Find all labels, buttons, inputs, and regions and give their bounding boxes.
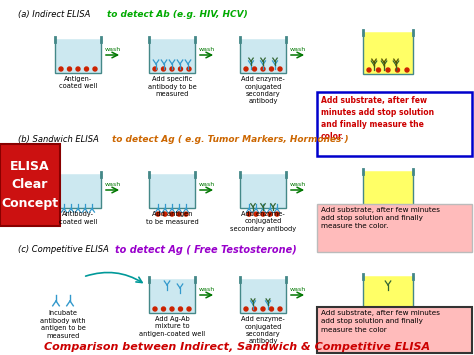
Text: Add Ag-Ab
mixture to
antigen-coated well: Add Ag-Ab mixture to antigen-coated well bbox=[139, 316, 205, 337]
Bar bbox=[363, 169, 413, 211]
Circle shape bbox=[153, 307, 157, 311]
FancyBboxPatch shape bbox=[317, 204, 472, 252]
Bar bbox=[240, 277, 286, 313]
Text: Comparison between Indirect, Sandwich & Competitive ELISA: Comparison between Indirect, Sandwich & … bbox=[44, 342, 430, 352]
Circle shape bbox=[170, 212, 174, 216]
Circle shape bbox=[367, 310, 371, 314]
Circle shape bbox=[405, 68, 409, 72]
Circle shape bbox=[278, 307, 282, 311]
Bar bbox=[149, 37, 195, 73]
Text: wash: wash bbox=[289, 287, 306, 292]
Circle shape bbox=[253, 307, 256, 311]
Circle shape bbox=[386, 310, 390, 314]
Circle shape bbox=[254, 212, 258, 216]
Text: Antibody-
coated well: Antibody- coated well bbox=[59, 211, 97, 224]
Circle shape bbox=[184, 212, 188, 216]
Circle shape bbox=[179, 307, 182, 311]
Circle shape bbox=[187, 307, 191, 311]
Circle shape bbox=[59, 67, 63, 71]
Text: to detect Ag ( e.g. Tumor Markers, Hormones ): to detect Ag ( e.g. Tumor Markers, Hormo… bbox=[112, 135, 348, 144]
Text: wash: wash bbox=[289, 182, 306, 187]
Text: wash: wash bbox=[289, 47, 306, 52]
Circle shape bbox=[278, 67, 282, 71]
Circle shape bbox=[275, 212, 279, 216]
Text: Add substrate, after few minutes
add stop solution and finally
measure the color: Add substrate, after few minutes add sto… bbox=[321, 207, 440, 229]
FancyBboxPatch shape bbox=[317, 307, 472, 353]
Circle shape bbox=[170, 307, 174, 311]
Circle shape bbox=[400, 215, 404, 219]
Circle shape bbox=[395, 68, 400, 72]
Circle shape bbox=[261, 67, 265, 71]
Circle shape bbox=[376, 68, 381, 72]
Bar bbox=[149, 172, 195, 208]
Circle shape bbox=[405, 310, 409, 314]
Circle shape bbox=[372, 215, 376, 219]
Circle shape bbox=[179, 67, 182, 71]
Text: Add substrate, after few
minutes add stop solution
and finally measure the
color: Add substrate, after few minutes add sto… bbox=[321, 96, 434, 141]
Bar bbox=[363, 274, 413, 316]
Text: Add specific
antibody to be
measured: Add specific antibody to be measured bbox=[147, 76, 196, 97]
Text: Add antigen
to be measured: Add antigen to be measured bbox=[146, 211, 199, 224]
Circle shape bbox=[153, 67, 157, 71]
Text: wash: wash bbox=[104, 182, 120, 187]
Circle shape bbox=[93, 67, 97, 71]
Bar bbox=[55, 37, 101, 73]
Circle shape bbox=[376, 310, 381, 314]
Circle shape bbox=[386, 68, 390, 72]
Circle shape bbox=[244, 67, 248, 71]
Circle shape bbox=[391, 215, 395, 219]
Circle shape bbox=[270, 67, 273, 71]
Circle shape bbox=[268, 212, 272, 216]
Circle shape bbox=[270, 307, 273, 311]
Text: Add substrate, after few minutes
add stop solution and finally
measure the color: Add substrate, after few minutes add sto… bbox=[321, 310, 440, 333]
Text: wash: wash bbox=[199, 287, 215, 292]
Circle shape bbox=[162, 307, 165, 311]
Text: (b) Sandwich ELISA: (b) Sandwich ELISA bbox=[18, 135, 99, 144]
Text: (a) Indirect ELISA: (a) Indirect ELISA bbox=[18, 10, 91, 19]
Circle shape bbox=[177, 212, 181, 216]
Circle shape bbox=[162, 67, 165, 71]
Text: Add enzyme-
conjugated
secondary antibody: Add enzyme- conjugated secondary antibod… bbox=[230, 211, 296, 232]
Bar bbox=[240, 37, 286, 73]
Text: wash: wash bbox=[104, 47, 120, 52]
FancyBboxPatch shape bbox=[317, 92, 472, 156]
Circle shape bbox=[76, 67, 80, 71]
Text: (c) Competitive ELISA: (c) Competitive ELISA bbox=[18, 245, 109, 254]
Text: Incubate
antibody with
antigen to be
measured: Incubate antibody with antigen to be mea… bbox=[40, 310, 86, 339]
Circle shape bbox=[253, 67, 256, 71]
Text: Add enzyme-
conjugated
secondary
antibody: Add enzyme- conjugated secondary antibod… bbox=[241, 76, 285, 104]
Text: to detect Ab (e.g. HIV, HCV): to detect Ab (e.g. HIV, HCV) bbox=[107, 10, 248, 19]
Text: ELISA
Clear
Concept: ELISA Clear Concept bbox=[1, 159, 59, 211]
Bar bbox=[240, 172, 286, 208]
FancyBboxPatch shape bbox=[0, 144, 60, 226]
Text: to detect Ag ( Free Testosterone): to detect Ag ( Free Testosterone) bbox=[115, 245, 297, 255]
Text: wash: wash bbox=[199, 47, 215, 52]
Circle shape bbox=[84, 67, 89, 71]
Bar bbox=[149, 277, 195, 313]
Circle shape bbox=[395, 310, 400, 314]
Circle shape bbox=[163, 212, 167, 216]
Circle shape bbox=[244, 307, 248, 311]
Circle shape bbox=[367, 68, 371, 72]
Circle shape bbox=[247, 212, 251, 216]
Circle shape bbox=[187, 67, 191, 71]
Circle shape bbox=[261, 307, 265, 311]
Text: wash: wash bbox=[199, 182, 215, 187]
Text: Add enzyme-
conjugated
secondary
antibody: Add enzyme- conjugated secondary antibod… bbox=[241, 316, 285, 344]
Circle shape bbox=[261, 212, 265, 216]
Circle shape bbox=[156, 212, 160, 216]
Circle shape bbox=[381, 215, 385, 219]
Circle shape bbox=[67, 67, 72, 71]
Bar bbox=[363, 30, 413, 74]
Circle shape bbox=[170, 67, 174, 71]
Text: Antigen-
coated well: Antigen- coated well bbox=[59, 76, 97, 89]
Bar bbox=[55, 172, 101, 208]
